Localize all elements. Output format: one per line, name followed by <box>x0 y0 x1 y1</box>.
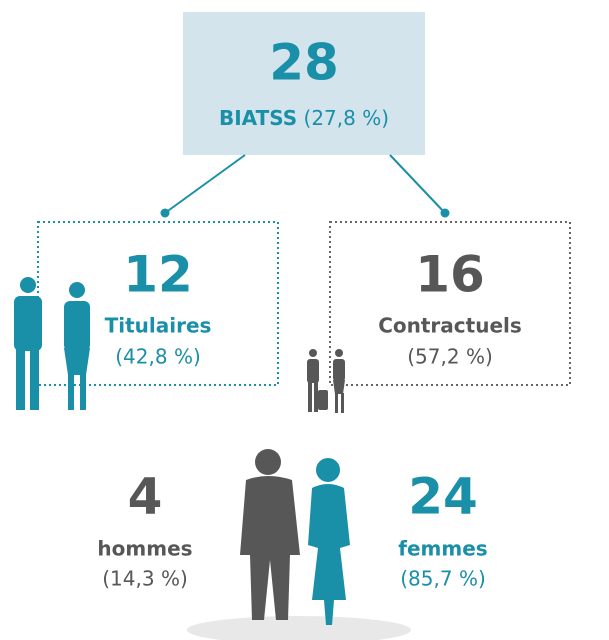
top-label: BIATSS <box>219 106 297 130</box>
left-share: (42,8 %) <box>115 345 201 369</box>
top-share: (27,8 %) <box>304 106 390 130</box>
men-share: (14,3 %) <box>102 567 188 591</box>
women-share: (85,7 %) <box>400 567 486 591</box>
women-number: 24 <box>408 468 478 526</box>
men-number: 4 <box>128 468 163 526</box>
right-number: 16 <box>415 246 485 304</box>
connector-dot <box>440 208 450 218</box>
left-label: Titulaires <box>105 314 212 338</box>
left-people-icon <box>14 277 90 410</box>
top-box <box>183 12 425 155</box>
top-caption: BIATSS (27,8 %) <box>219 106 389 130</box>
right-label: Contractuels <box>378 314 522 338</box>
top-number: 28 <box>269 34 339 92</box>
right-box <box>329 221 571 386</box>
floor-shadow <box>187 616 411 640</box>
left-number: 12 <box>123 246 193 304</box>
left-box <box>37 221 279 386</box>
right-share: (57,2 %) <box>407 345 493 369</box>
connector <box>164 154 246 214</box>
men-label: hommes <box>97 537 192 561</box>
connector-dot <box>160 208 170 218</box>
women-label: femmes <box>398 537 487 561</box>
right-people-icon <box>307 349 345 413</box>
connector <box>389 154 446 214</box>
woman-icon <box>308 458 350 625</box>
man-icon <box>240 449 300 620</box>
